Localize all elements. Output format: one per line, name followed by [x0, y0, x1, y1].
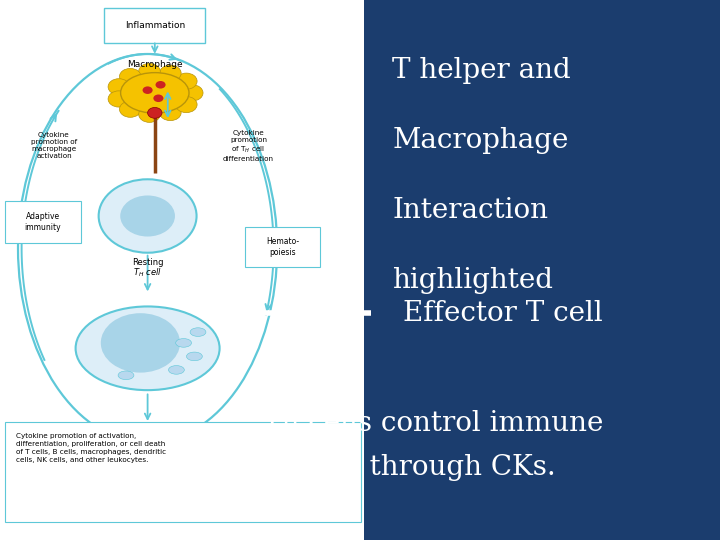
- Bar: [0, 0, 364, 540]
- Circle shape: [120, 69, 141, 85]
- FancyBboxPatch shape: [245, 227, 320, 267]
- Circle shape: [176, 97, 197, 113]
- Ellipse shape: [121, 72, 189, 113]
- Ellipse shape: [168, 366, 184, 374]
- Ellipse shape: [118, 371, 134, 380]
- Text: Macrophage: Macrophage: [392, 127, 569, 154]
- Circle shape: [99, 179, 197, 253]
- Circle shape: [120, 101, 141, 117]
- FancyBboxPatch shape: [104, 8, 205, 43]
- Text: T$_H$ cell: T$_H$ cell: [133, 266, 162, 279]
- Text: Macrophage: Macrophage: [127, 60, 183, 70]
- Ellipse shape: [176, 339, 192, 347]
- Circle shape: [160, 65, 181, 82]
- Circle shape: [139, 106, 161, 123]
- Circle shape: [143, 86, 153, 94]
- Text: Th cells control immune: Th cells control immune: [263, 410, 603, 437]
- Circle shape: [148, 107, 162, 118]
- Circle shape: [160, 104, 181, 120]
- Text: Cytokine
promotion of
macrophage
activation: Cytokine promotion of macrophage activat…: [31, 132, 77, 159]
- Text: system through CKs.: system through CKs.: [263, 454, 556, 481]
- Circle shape: [139, 63, 161, 79]
- Text: Cytokine
promotion
of T$_H$ cell
differentiation: Cytokine promotion of T$_H$ cell differe…: [223, 130, 274, 161]
- Text: T helper and: T helper and: [392, 57, 571, 84]
- Text: Hemato-
poiesis: Hemato- poiesis: [266, 238, 300, 256]
- Circle shape: [120, 195, 175, 237]
- Circle shape: [108, 79, 130, 95]
- Ellipse shape: [76, 307, 220, 390]
- Ellipse shape: [190, 328, 206, 336]
- Circle shape: [101, 313, 180, 373]
- Text: Resting: Resting: [132, 258, 163, 267]
- Ellipse shape: [186, 352, 202, 361]
- Text: Inflammation: Inflammation: [125, 21, 185, 30]
- Circle shape: [181, 85, 203, 101]
- Circle shape: [176, 73, 197, 89]
- Text: Cytokine promotion of activation,
differentiation, proliferation, or cell death
: Cytokine promotion of activation, differ…: [16, 433, 166, 463]
- Circle shape: [108, 91, 130, 107]
- Text: Interaction: Interaction: [392, 197, 549, 224]
- Circle shape: [156, 81, 166, 89]
- Text: highlighted: highlighted: [392, 267, 554, 294]
- Circle shape: [153, 94, 163, 102]
- Text: Adaptive
immunity: Adaptive immunity: [24, 212, 61, 232]
- Text: Effector T cell: Effector T cell: [403, 300, 603, 327]
- FancyBboxPatch shape: [5, 422, 361, 522]
- FancyBboxPatch shape: [5, 201, 81, 243]
